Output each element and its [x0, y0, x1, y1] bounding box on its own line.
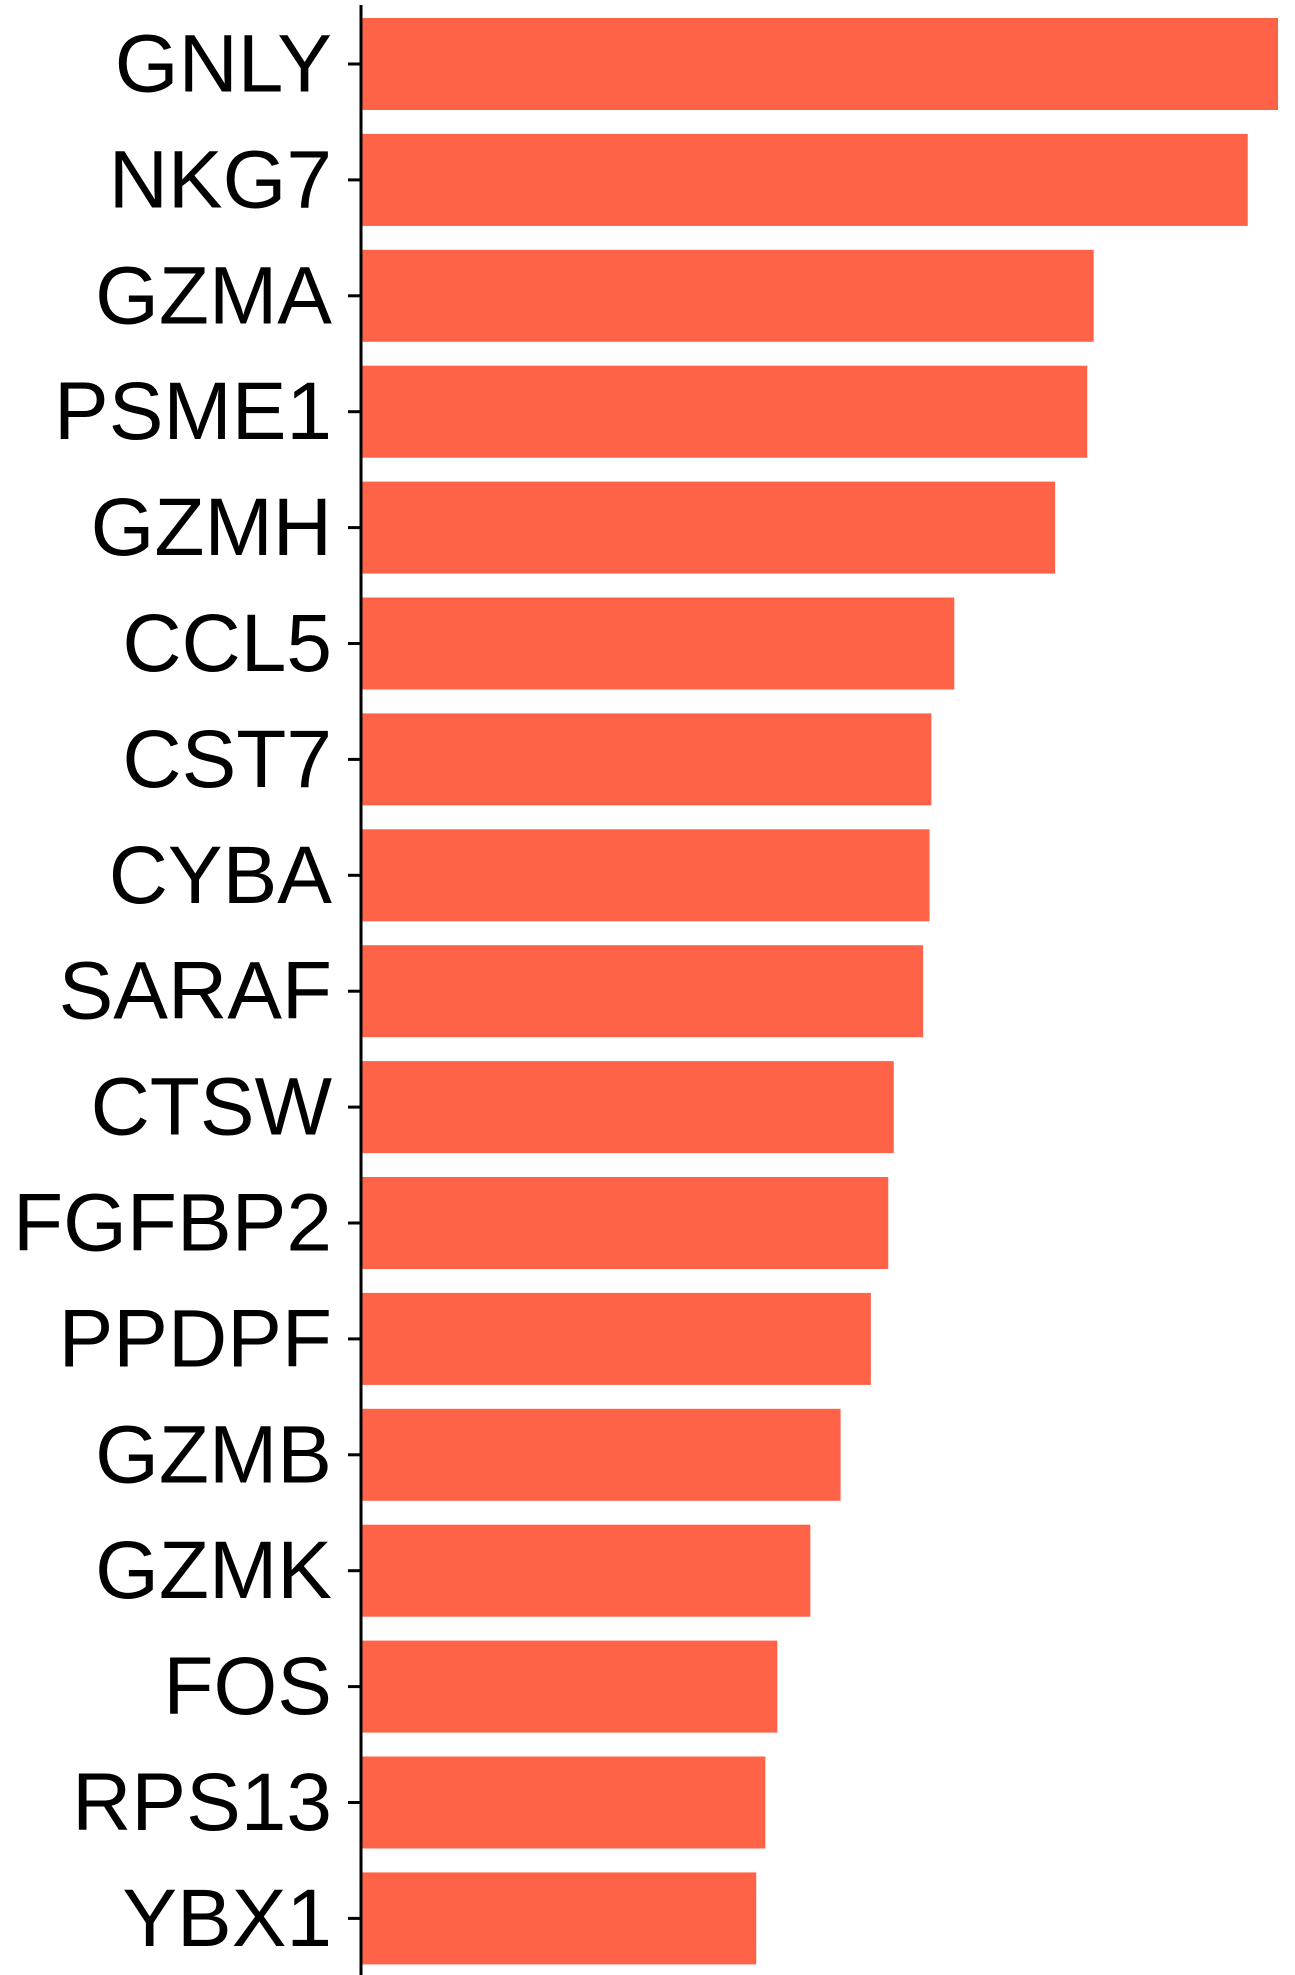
bar-cyba	[361, 829, 930, 922]
bar-fos	[361, 1640, 778, 1733]
y-tick-label-saraf: SARAF	[59, 946, 332, 1037]
y-tick-label-gzma: GZMA	[95, 250, 332, 341]
y-tick-label-ccl5: CCL5	[122, 598, 332, 689]
bar-gzma	[361, 249, 1094, 342]
bar-rps13	[361, 1756, 766, 1849]
y-tick-label-ybx1: YBX1	[122, 1873, 332, 1964]
bar-ctsw	[361, 1061, 894, 1154]
y-tick-label-fos: FOS	[163, 1641, 332, 1732]
y-tick-label-gnly: GNLY	[115, 19, 332, 110]
y-tick-label-cst7: CST7	[122, 714, 332, 805]
y-tick-label-ctsw: CTSW	[91, 1062, 333, 1153]
bar-saraf	[361, 945, 924, 1038]
y-tick-label-psme1: PSME1	[54, 366, 332, 457]
bar-gzmk	[361, 1524, 811, 1617]
y-tick-label-gzmb: GZMB	[95, 1409, 332, 1500]
y-tick-label-nkg7: NKG7	[109, 134, 332, 225]
bar-gnly	[361, 18, 1278, 110]
y-tick-label-cyba: CYBA	[109, 830, 333, 921]
bar-psme1	[361, 365, 1088, 458]
bar-ccl5	[361, 597, 955, 690]
bar-cst7	[361, 713, 932, 806]
bar-nkg7	[361, 133, 1248, 226]
y-tick-label-rps13: RPS13	[72, 1757, 332, 1848]
y-tick-label-ppdpf: PPDPF	[59, 1293, 332, 1384]
bar-gzmb	[361, 1408, 841, 1501]
y-tick-label-fgfbp2: FGFBP2	[13, 1178, 332, 1269]
bar-gzmh	[361, 481, 1056, 574]
bar-ybx1	[361, 1872, 757, 1965]
y-tick-label-gzmh: GZMH	[91, 482, 332, 573]
y-tick-label-gzmk: GZMK	[95, 1525, 332, 1616]
bar-ppdpf	[361, 1292, 871, 1385]
bar-fgfbp2	[361, 1177, 889, 1269]
